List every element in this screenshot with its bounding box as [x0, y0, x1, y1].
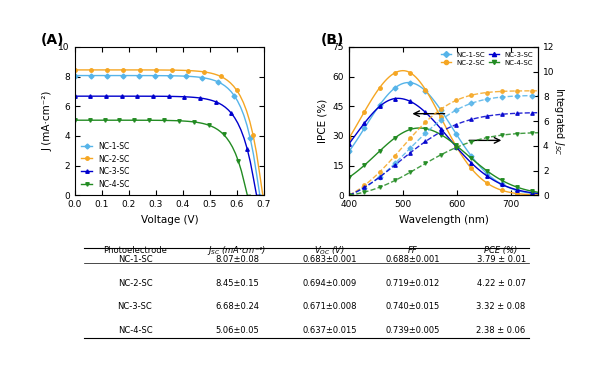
NC-3-SC [124, 94, 132, 99]
Y-axis label: J (mA·cm⁻²): J (mA·cm⁻²) [43, 91, 53, 151]
NC-3-SC [253, 193, 260, 197]
Text: 5.06±0.05: 5.06±0.05 [215, 326, 259, 335]
Text: $J_{SC}$ (mA·cm⁻¹): $J_{SC}$ (mA·cm⁻¹) [208, 244, 267, 257]
Line: NC-4-SC: NC-4-SC [73, 118, 252, 197]
NC-4-SC [101, 118, 108, 122]
Text: NC-4-SC: NC-4-SC [118, 326, 152, 335]
X-axis label: Wavelength (nm): Wavelength (nm) [399, 215, 489, 225]
NC-2-SC [120, 68, 127, 72]
NC-3-SC [187, 95, 194, 99]
Line: NC-2-SC: NC-2-SC [73, 68, 268, 197]
Line: NC-1-SC: NC-1-SC [73, 74, 265, 197]
NC-1-SC [132, 73, 139, 78]
Text: 0.694±0.009: 0.694±0.009 [303, 279, 357, 288]
NC-4-SC [71, 118, 78, 122]
Text: 0.739±0.005: 0.739±0.005 [386, 326, 440, 335]
Text: 3.32 ± 0.08: 3.32 ± 0.08 [477, 303, 526, 312]
NC-3-SC [118, 94, 126, 99]
NC-3-SC [71, 94, 78, 99]
Text: Photoelectrode: Photoelectrode [103, 246, 167, 255]
NC-1-SC [103, 73, 110, 78]
NC-1-SC [260, 193, 267, 197]
Text: NC-2-SC: NC-2-SC [118, 279, 152, 288]
NC-2-SC [103, 68, 111, 72]
NC-2-SC [133, 68, 140, 72]
NC-1-SC [135, 73, 142, 78]
NC-4-SC [247, 193, 254, 197]
Y-axis label: Integrated $J_{SC}$: Integrated $J_{SC}$ [552, 87, 566, 155]
NC-3-SC [131, 94, 138, 99]
NC-2-SC [259, 193, 266, 197]
Text: NC-3-SC: NC-3-SC [118, 303, 152, 312]
NC-3-SC [102, 94, 109, 99]
Text: 0.719±0.012: 0.719±0.012 [386, 279, 440, 288]
Legend: NC-1-SC, NC-2-SC, NC-3-SC, NC-4-SC: NC-1-SC, NC-2-SC, NC-3-SC, NC-4-SC [440, 50, 535, 67]
Text: 8.07±0.08: 8.07±0.08 [215, 255, 259, 264]
Text: 6.68±0.24: 6.68±0.24 [215, 303, 259, 312]
NC-1-SC [189, 74, 196, 79]
Text: (A): (A) [41, 33, 64, 47]
Text: 4.22 ± 0.07: 4.22 ± 0.07 [477, 279, 526, 288]
Text: 0.637±0.015: 0.637±0.015 [303, 326, 357, 335]
Text: NC-1-SC: NC-1-SC [118, 255, 152, 264]
Text: 8.45±0.15: 8.45±0.15 [215, 279, 259, 288]
Text: 0.671±0.008: 0.671±0.008 [303, 303, 357, 312]
NC-3-SC [134, 94, 141, 99]
NC-4-SC [131, 118, 138, 122]
NC-2-SC [263, 193, 270, 197]
NC-4-SC [181, 119, 188, 124]
Text: PCE (%): PCE (%) [484, 246, 518, 255]
X-axis label: Voltage (V): Voltage (V) [141, 215, 198, 225]
NC-1-SC [256, 193, 263, 197]
NC-2-SC [126, 68, 133, 72]
Text: 2.38 ± 0.06: 2.38 ± 0.06 [477, 326, 526, 335]
NC-4-SC [128, 118, 135, 122]
NC-2-SC [71, 68, 78, 72]
NC-2-SC [136, 68, 143, 72]
Legend: NC-1-SC, NC-2-SC, NC-3-SC, NC-4-SC: NC-1-SC, NC-2-SC, NC-3-SC, NC-4-SC [78, 140, 132, 192]
NC-2-SC [191, 68, 199, 73]
Text: 3.79 ± 0.01: 3.79 ± 0.01 [477, 255, 526, 264]
Line: NC-3-SC: NC-3-SC [73, 95, 261, 197]
Text: $V_{OC}$ (V): $V_{OC}$ (V) [315, 245, 345, 257]
NC-4-SC [122, 118, 129, 122]
NC-3-SC [256, 193, 263, 197]
Text: 0.740±0.015: 0.740±0.015 [386, 303, 440, 312]
Y-axis label: IPCE (%): IPCE (%) [317, 99, 327, 143]
Text: (B): (B) [321, 33, 344, 47]
Text: 0.683±0.001: 0.683±0.001 [303, 255, 357, 264]
Text: FF: FF [408, 246, 418, 255]
NC-1-SC [126, 73, 133, 78]
NC-1-SC [71, 73, 78, 78]
Text: 0.688±0.001: 0.688±0.001 [386, 255, 440, 264]
NC-1-SC [119, 73, 126, 78]
NC-4-SC [116, 118, 123, 122]
NC-4-SC [244, 193, 251, 197]
